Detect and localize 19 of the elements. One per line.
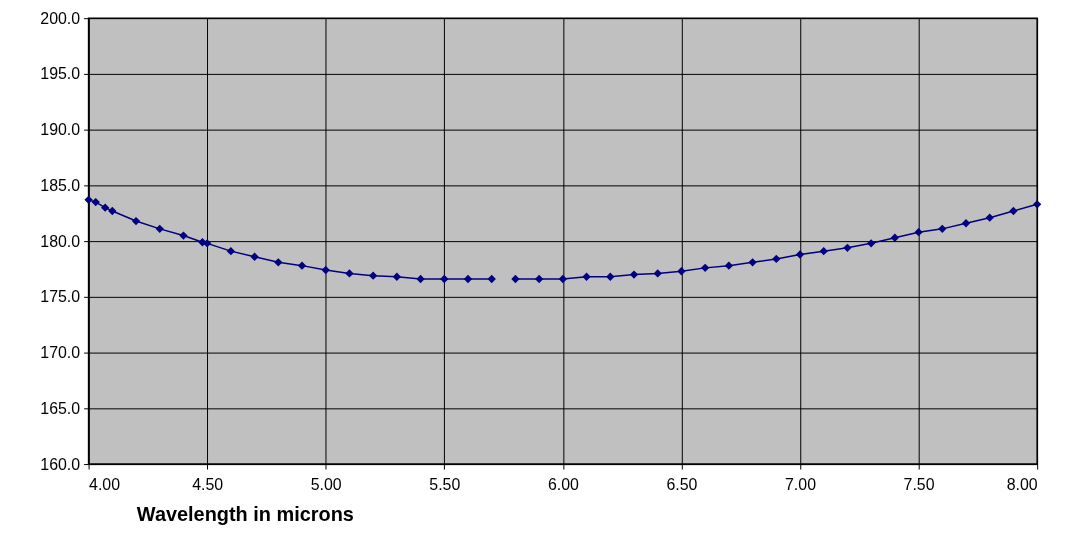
x-tick-label: 7.00 bbox=[785, 476, 817, 494]
x-tick-label: 4.00 bbox=[89, 476, 121, 494]
y-tick-label: 165.0 bbox=[40, 399, 81, 417]
x-tick-label: 8.00 bbox=[1006, 476, 1038, 494]
y-tick-label: 160.0 bbox=[40, 455, 81, 473]
x-tick-label: 5.50 bbox=[429, 476, 461, 494]
y-tick-label: 200.0 bbox=[40, 9, 81, 27]
x-tick-label: 7.50 bbox=[903, 476, 935, 494]
y-tick-label: 170.0 bbox=[40, 344, 81, 362]
y-tick-label: 185.0 bbox=[40, 176, 81, 194]
x-tick-label: 5.00 bbox=[310, 476, 342, 494]
x-tick-label: 6.50 bbox=[666, 476, 698, 494]
y-tick-label: 195.0 bbox=[40, 65, 81, 83]
x-tick-label: 6.00 bbox=[547, 476, 579, 494]
y-tick-label: 175.0 bbox=[40, 288, 81, 306]
x-tick-label: 4.50 bbox=[192, 476, 224, 494]
y-tick-label: 190.0 bbox=[40, 121, 81, 139]
x-axis-title: Wavelength in microns bbox=[136, 503, 354, 526]
y-tick-label: 180.0 bbox=[40, 232, 81, 250]
